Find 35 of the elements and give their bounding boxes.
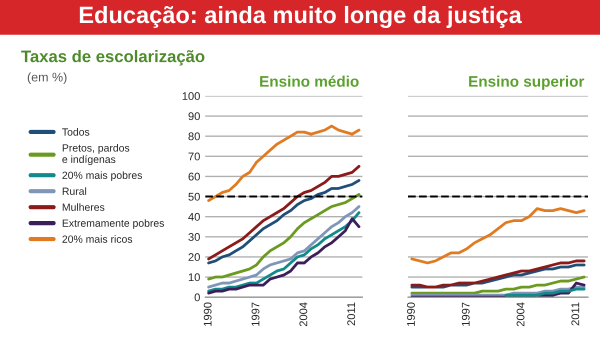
text: Ensino superior [469, 76, 584, 90]
y-tick-label: 80 [188, 132, 200, 140]
y-tick-label: 60 [188, 172, 200, 181]
legend-label: Pretos, pardos e indígenas [62, 144, 130, 166]
y-tick-label: 50 [188, 192, 200, 201]
legend-label: 20% mais ricos [62, 235, 132, 243]
y-tick-label: 20 [188, 253, 200, 262]
y-tick-label: 70 [188, 152, 200, 160]
y-tick-label: 90 [188, 112, 200, 120]
legend-label: 20% mais pobres [62, 171, 142, 182]
text: Ensino médio [260, 75, 359, 87]
text: (em %) [28, 72, 66, 84]
line-series [207, 164, 360, 260]
line-series [207, 124, 360, 202]
x-tick-label: 2011 [571, 302, 580, 326]
legend-label: Mulheres [62, 203, 104, 211]
x-tick-label: 2004 [516, 302, 524, 326]
x-tick-label: 1997 [252, 302, 260, 326]
y-tick-label: 100 [182, 92, 200, 100]
x-tick-label: 2004 [299, 302, 308, 326]
legend-label: Rural [62, 187, 86, 195]
chart-subtitle: Taxas de escolarização [21, 50, 204, 66]
line-series [207, 193, 360, 280]
legend-label: Todos [62, 128, 90, 136]
y-tick-label: 0 [194, 293, 200, 302]
line-series [207, 179, 360, 264]
y-tick-label: 30 [188, 233, 200, 241]
x-tick-label: 1990 [204, 302, 212, 326]
x-tick-label: 1990 [407, 302, 415, 326]
chart-title: Educação: ainda muito longe da justiça [80, 6, 522, 28]
y-tick-label: 40 [188, 212, 200, 221]
x-tick-label: 1997 [462, 302, 470, 326]
legend-label: Extremamente pobres [62, 219, 164, 229]
x-tick-label: 2011 [347, 302, 356, 326]
y-tick-label: 10 [188, 273, 200, 282]
